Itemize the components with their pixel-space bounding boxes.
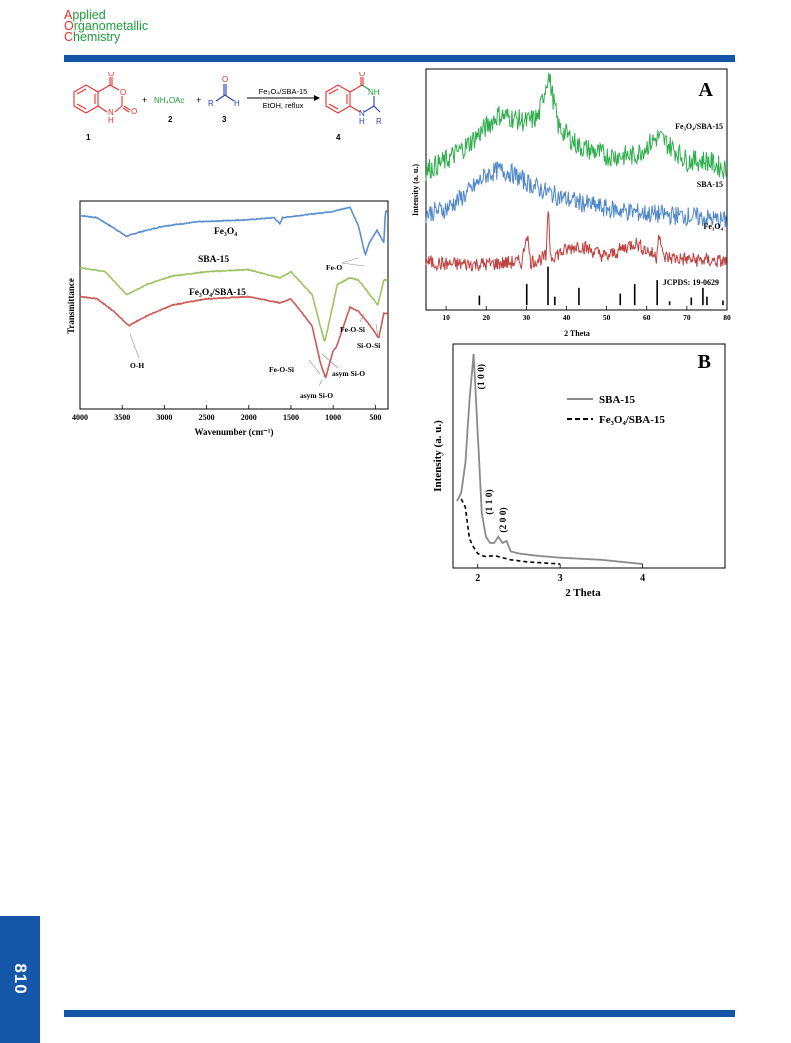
label-1: 1 <box>86 133 91 142</box>
ftir-label-fe3o4: Fe₃O₄ <box>214 227 237 237</box>
ftir-annot-si-o-si: Si-O-Si <box>357 341 380 350</box>
ftir-series-line <box>79 266 388 342</box>
ftir-annot-fe-o: Fe-O <box>326 263 342 272</box>
atom-o-1: O <box>108 72 114 78</box>
ftir-chart: 4000 3500 3000 2500 2000 1500 1000 500 Fe₃O₄ SB… <box>66 200 389 437</box>
ftir-x-tick-label: 4000 <box>72 413 88 422</box>
xrd-b-y-axis-label: Intensity (a. u.) <box>432 420 444 492</box>
xrd-a-x-tick-label: 20 <box>482 313 490 322</box>
atom-o-2: O <box>120 88 126 97</box>
ftir-annot-asym-si-o-1: asym Si-O <box>332 369 365 378</box>
xrd-a-reference-label: JCPDS: 19-0629 <box>663 278 719 287</box>
reagent-ammonium-acetate: NH₄OAc <box>154 96 184 105</box>
xrd-b-series-line <box>460 498 561 565</box>
ftir-x-axis-label: Wavenumber (cm⁻¹) <box>194 427 273 437</box>
ftir-x-tick-label: 1000 <box>325 413 341 422</box>
xrd-a-series-line <box>425 161 727 229</box>
ftir-label-sba15: SBA-15 <box>198 255 229 265</box>
conditions-label: EtOH, reflux <box>263 101 304 110</box>
xrd-b-peak-110: (1 1 0) <box>484 489 495 514</box>
atom-r-aldehyde: R <box>208 99 214 108</box>
ftir-annot-o-h: O-H <box>130 361 144 370</box>
xrd-chart-a: 10 20 30 40 50 60 70 80 A Fe₃O₄/SBA-15 SBA-15 F… <box>411 68 731 338</box>
xrd-a-y-axis-label: Intensity (a. u.) <box>411 164 420 216</box>
xrd-b-panel-letter: B <box>698 351 711 373</box>
plus-sign-1: + <box>142 95 147 105</box>
ftir-y-axis-label: Transmittance <box>66 278 76 334</box>
xrd-b-x-tick-label: 3 <box>558 573 563 584</box>
compound-4-product <box>325 77 381 114</box>
ftir-annotation-leaders <box>129 257 379 387</box>
xrd-b-series-line <box>456 353 643 565</box>
xrd-a-x-tick-label: 60 <box>643 313 651 322</box>
ftir-series-line <box>80 206 388 257</box>
ftir-x-tick-label: 2500 <box>199 413 215 422</box>
atom-nh-product: NH <box>368 88 380 97</box>
header-rule <box>64 55 735 62</box>
xrd-a-series-line <box>425 72 727 181</box>
xrd-a-x-tick-label: 10 <box>442 313 450 322</box>
xrd-a-x-axis-label: 2 Theta <box>564 329 590 338</box>
xrd-a-x-tick-label: 50 <box>603 313 611 322</box>
xrd-a-label-sba15: SBA-15 <box>697 180 723 189</box>
footer-rule <box>64 1010 735 1017</box>
xrd-b-x-axis-label: 2 Theta <box>565 587 601 599</box>
brand-initial-a: A <box>64 8 73 22</box>
xrd-a-label-fe3o4: Fe₃O₄ <box>704 222 724 231</box>
brand-word-chemistry: hemistry <box>73 30 121 44</box>
brand-initial-c: C <box>64 30 74 44</box>
ftir-label-composite: Fe₃O₄/SBA-15 <box>189 288 246 298</box>
xrd-b-legend-sba15: SBA-15 <box>599 394 636 406</box>
ftir-x-tick-label: 3500 <box>114 413 130 422</box>
journal-brand: Applied Organometallic Chemistry <box>64 8 149 44</box>
brand-word-organometallic: rganometallic <box>73 19 149 33</box>
atom-h-aldehyde: H <box>234 99 240 108</box>
label-2: 2 <box>168 115 173 124</box>
ftir-series-line <box>79 295 389 379</box>
atom-r-product: R <box>376 117 382 126</box>
xrd-b-plot-frame <box>452 343 726 569</box>
xrd-chart-b: 2 3 4 B SBA-15 Fe₃O₄/SBA-15 (1 0 0) (1 1 0… <box>432 343 726 599</box>
ftir-plot-frame <box>79 200 389 410</box>
compound-3-aldehyde <box>215 84 235 102</box>
xrd-b-legend-composite: Fe₃O₄/SBA-15 <box>599 414 665 426</box>
brand-word-applied: pplied <box>72 8 106 22</box>
label-3: 3 <box>222 115 227 124</box>
atom-h-product: H <box>359 117 365 126</box>
atom-n-1: N <box>108 108 114 117</box>
xrd-b-x-tick-label: 2 <box>475 573 480 584</box>
reaction-arrow-head <box>314 95 320 101</box>
xrd-a-label-composite: Fe₃O₄/SBA-15 <box>675 122 723 131</box>
xrd-a-plot-frame <box>425 68 728 311</box>
atom-h-1: H <box>108 116 114 125</box>
ftir-x-tick-label: 1500 <box>283 413 299 422</box>
ftir-annot-asym-si-o-2: asym Si-O <box>300 391 333 400</box>
ftir-annot-fe-o-si-1: Fe-O-Si <box>340 325 365 334</box>
plus-sign-2: + <box>196 95 201 105</box>
xrd-a-panel-letter: A <box>699 79 714 101</box>
ftir-x-tick-label: 500 <box>369 413 381 422</box>
brand-initial-o: O <box>64 19 74 33</box>
compound-1-isatoic-anhydride <box>73 77 131 114</box>
xrd-b-peak-200: (2 0 0) <box>498 507 509 532</box>
catalyst-label: Fe₃O₄/SBA-15 <box>259 87 308 96</box>
xrd-a-series-line <box>425 211 727 272</box>
atom-n-product: N <box>359 109 365 118</box>
ftir-annot-fe-o-si-2: Fe-O-Si <box>269 365 294 374</box>
atom-o-aldehyde: O <box>222 75 228 84</box>
atom-o-product: O <box>359 72 365 78</box>
page-number: 810 <box>11 963 30 995</box>
page-tab: 810 <box>0 916 40 1043</box>
xrd-b-peak-100: (1 0 0) <box>476 364 487 389</box>
atom-o-3: O <box>131 107 137 116</box>
xrd-a-x-tick-label: 40 <box>563 313 571 322</box>
xrd-a-x-tick-label: 30 <box>523 313 531 322</box>
label-4: 4 <box>336 133 341 142</box>
xrd-a-x-tick-label: 70 <box>683 313 691 322</box>
xrd-a-x-tick-label: 80 <box>723 313 731 322</box>
ftir-x-tick-label: 2000 <box>241 413 257 422</box>
xrd-b-x-tick-label: 4 <box>640 573 645 584</box>
ftir-x-tick-label: 3000 <box>156 413 172 422</box>
reaction-scheme: O O O N H 1 + NH₄OAc 2 + R O H 3 Fe₃O₄/S… <box>73 72 382 142</box>
